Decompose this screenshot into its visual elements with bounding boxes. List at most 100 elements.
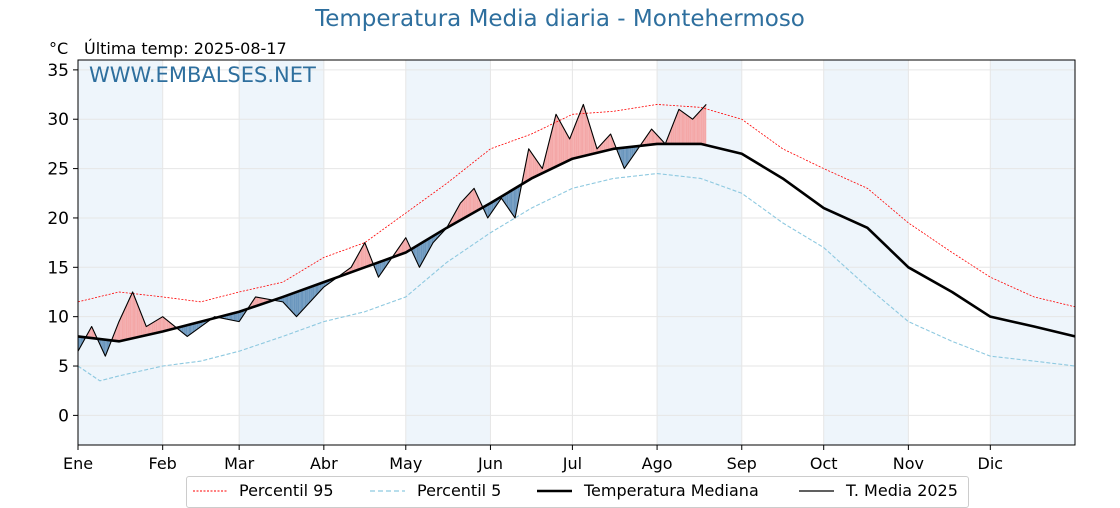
fill-above-median — [154, 321, 155, 334]
fill-above-median — [123, 310, 124, 341]
fill-above-median — [122, 313, 123, 341]
fill-above-median — [131, 292, 132, 339]
fill-above-median — [704, 106, 705, 145]
y-tick-label: 20 — [47, 209, 69, 229]
fill-above-median — [609, 134, 610, 150]
x-tick-label: Sep — [727, 454, 757, 473]
fill-above-median — [697, 113, 698, 144]
fill-above-median — [563, 127, 564, 164]
fill-above-median — [462, 200, 463, 219]
fill-above-median — [652, 129, 653, 144]
fill-above-median — [150, 323, 151, 334]
fill-above-median — [608, 136, 609, 151]
fill-above-median — [362, 245, 363, 268]
fill-above-median — [153, 322, 154, 334]
fill-above-median — [124, 307, 125, 340]
y-tick-label: 35 — [47, 61, 69, 81]
fill-below-median — [312, 286, 313, 300]
fill-above-median — [686, 114, 687, 144]
fill-below-median — [295, 292, 296, 317]
fill-above-median — [129, 298, 130, 339]
fill-above-median — [557, 117, 558, 166]
plot-frame — [78, 60, 1075, 445]
y-tick-label: 0 — [58, 406, 69, 426]
fill-above-median — [683, 112, 684, 144]
fill-below-median — [624, 147, 625, 168]
y-tick-label: 30 — [47, 110, 69, 130]
x-tick-label: Jul — [562, 454, 582, 473]
fill-below-median — [301, 290, 302, 312]
grid — [78, 60, 1075, 445]
x-tick-label: Ene — [63, 454, 93, 473]
fill-above-median — [694, 116, 695, 144]
fill-above-median — [157, 319, 158, 333]
series-temperatura-mediana — [78, 144, 1075, 341]
legend-label-median: Temperatura Mediana — [584, 481, 759, 500]
fill-above-median — [555, 114, 556, 167]
fill-above-median — [684, 113, 685, 144]
fill-above-median — [536, 159, 537, 177]
fill-above-median — [134, 295, 135, 338]
fill-above-median — [578, 115, 579, 158]
fill-above-median — [160, 317, 161, 332]
fill-below-median — [306, 288, 307, 306]
fill-below-median — [302, 290, 303, 311]
fill-above-median — [469, 193, 470, 216]
chart-title: Temperatura Media diaria - Montehermoso — [0, 6, 1120, 32]
fill-below-median — [294, 292, 295, 315]
fill-above-median — [567, 134, 568, 161]
anomaly-fills — [78, 104, 706, 356]
fill-above-median — [164, 318, 165, 331]
month-shade-dic — [990, 60, 1075, 445]
fill-above-median — [533, 155, 534, 178]
fill-above-median — [471, 190, 472, 214]
legend-label-p95: Percentil 95 — [239, 481, 334, 500]
fill-above-median — [165, 319, 166, 331]
fill-below-median — [298, 291, 299, 315]
y-tick-label: 25 — [47, 160, 69, 180]
fill-below-median — [292, 293, 293, 314]
fill-above-median — [585, 109, 586, 156]
fill-below-median — [512, 189, 513, 216]
fill-above-median — [682, 111, 683, 144]
fill-above-median — [156, 320, 157, 333]
fill-above-median — [561, 124, 562, 164]
fill-above-median — [676, 113, 677, 144]
fill-below-median — [626, 147, 627, 166]
fill-above-median — [465, 197, 466, 218]
fill-above-median — [577, 118, 578, 157]
x-tick-label: Dic — [978, 454, 1004, 473]
fill-above-median — [470, 191, 471, 214]
month-shading — [78, 60, 1075, 445]
fill-above-median — [138, 306, 139, 337]
fill-above-median — [687, 115, 688, 144]
fill-above-median — [163, 317, 164, 332]
fill-below-median — [419, 243, 420, 267]
fill-above-median — [159, 318, 160, 332]
month-shade-mar — [239, 60, 324, 445]
fill-above-median — [582, 104, 583, 156]
x-tick-label: Jun — [477, 454, 503, 473]
fill-above-median — [586, 113, 587, 155]
fill-below-median — [290, 294, 291, 311]
fill-below-median — [297, 291, 298, 316]
fill-above-median — [531, 153, 532, 179]
fill-below-median — [307, 288, 308, 305]
fill-below-median — [510, 191, 511, 212]
fill-above-median — [693, 118, 694, 144]
fill-above-median — [529, 149, 530, 180]
fill-above-median — [126, 304, 127, 340]
fill-above-median — [466, 196, 467, 217]
y-tick-label: 15 — [47, 258, 69, 278]
fill-below-median — [187, 325, 188, 337]
x-tick-label: May — [389, 454, 422, 473]
fill-above-median — [135, 299, 136, 338]
x-tick-label: Ago — [642, 454, 673, 473]
fill-below-median — [189, 324, 190, 335]
fill-above-median — [460, 202, 461, 220]
y-tick-label: 5 — [58, 357, 69, 377]
fill-above-median — [566, 132, 567, 162]
month-shade-oct — [824, 60, 909, 445]
fill-above-median — [473, 188, 474, 213]
fill-above-median — [575, 122, 576, 158]
